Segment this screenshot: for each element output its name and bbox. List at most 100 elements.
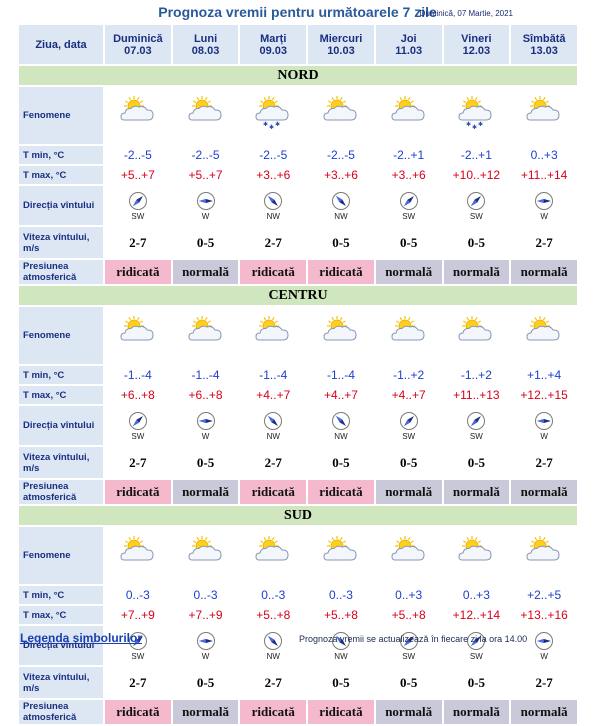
wind-direction-cell: SW (105, 186, 171, 225)
pressure-value: normală (511, 700, 577, 724)
day-date: 13.03 (530, 44, 558, 57)
weather-icon-cell (511, 87, 577, 144)
tmin-value: -2..-5 (123, 148, 152, 162)
wind-compass-icon (240, 191, 306, 211)
wind-direction-cell: NW (240, 406, 306, 445)
wind-direction-text: SW (131, 651, 145, 661)
wind-direction-cell: NW (240, 626, 306, 665)
wind-direction-text: SW (402, 651, 416, 661)
wind-direction-text: W (540, 651, 548, 661)
wind-speed-value: 0-5 (196, 234, 215, 250)
wind-compass-icon (173, 411, 239, 431)
wind-direction-cell: SW (376, 626, 442, 665)
wind-direction-row: Direcția vîntului SW W NW NW SW SW W (19, 406, 577, 445)
svg-text:✱: ✱ (466, 121, 471, 128)
wind-direction-text: SW (131, 431, 145, 441)
day-header: Vineri 12.03 (443, 25, 510, 64)
wind-direction-text: NW (334, 211, 348, 221)
weather-icon-cell: ✱ ✱ ✱ (443, 87, 510, 144)
weather-icon-cell (172, 87, 239, 144)
partly-cloudy-icon (524, 536, 564, 575)
pressure-value: normală (443, 700, 510, 724)
tmin-value: +1..+4 (527, 368, 562, 382)
wind-direction-cell: SW (444, 406, 510, 445)
pressure-row: Presiunea atmosferică ridicată normală ridi… (19, 260, 577, 284)
tmin-value: -2..+1 (460, 148, 492, 162)
day-name: Marți (260, 32, 287, 45)
day-date: 10.03 (327, 44, 355, 57)
wind-speed-value: 0-5 (467, 674, 486, 690)
wind-direction-cell: SW (105, 406, 171, 445)
wind-direction-text: NW (266, 211, 280, 221)
tmin-value: -1..-4 (191, 368, 220, 382)
pressure-value: normală (375, 700, 442, 724)
tmin-value: +2..+5 (527, 588, 562, 602)
day-name: Luni (193, 32, 218, 45)
wind-compass-icon (308, 191, 374, 211)
header-row: Ziua, data Duminică 07.03 Luni 08.03 Marți 09.… (19, 25, 577, 64)
weather-icon-cell (511, 307, 577, 364)
tmax-value: +3..+6 (391, 168, 426, 182)
row-label-phenomena: Fenomene (19, 527, 103, 584)
wind-compass-icon (240, 631, 306, 651)
wind-direction-cell: SW (376, 186, 442, 225)
page-title: Prognoza vremii pentru următoarele 7 zil… (158, 4, 437, 20)
weather-icon-cell (308, 307, 374, 364)
wind-speed-value: 0-5 (196, 454, 215, 470)
wind-direction-text: W (201, 211, 210, 221)
tmax-row: T max, °C +6..+8 +6..+8 +4..+7 +4..+7 +4..+7 +… (19, 386, 577, 404)
col-header-date-label: Ziua, data (19, 25, 103, 64)
pressure-row: Presiunea atmosferică ridicată normală ridi… (19, 480, 577, 504)
pressure-value: ridicată (105, 480, 171, 504)
row-label-phenomena: Fenomene (19, 87, 103, 144)
pressure-value: ridicată (308, 700, 374, 724)
tmin-value: -2..+1 (393, 148, 425, 162)
tmin-row: T min, °C -1..-4 -1..-4 -1..-4 -1..-4 -1..+2 -… (19, 366, 577, 384)
wind-direction-text: NW (266, 431, 280, 441)
wind-direction-text: W (540, 211, 548, 221)
wind-compass-icon (240, 411, 306, 431)
wind-direction-cell: W (511, 626, 577, 665)
wind-direction-cell: NW (308, 626, 374, 665)
wind-speed-value: 0-5 (399, 454, 418, 470)
region-row: SUD (19, 506, 577, 525)
wind-direction-text: W (201, 651, 210, 661)
tmin-row: T min, °C -2..-5 -2..-5 -2..-5 -2..-5 -2..+1 -… (19, 146, 577, 164)
partly-cloudy-icon (186, 316, 226, 355)
legend-link[interactable]: Legenda simbolurilor (20, 631, 143, 645)
pressure-value: normală (511, 480, 577, 504)
tmax-value: +5..+8 (256, 608, 291, 622)
weather-icon-cell (375, 527, 442, 584)
weather-icon-cell (105, 527, 171, 584)
wind-speed-value: 0-5 (467, 454, 486, 470)
wind-speed-value: 2-7 (129, 674, 147, 690)
weather-icon-cell (172, 307, 239, 364)
partly-cloudy-icon (456, 536, 496, 575)
wind-direction-text: SW (469, 431, 483, 441)
row-label-wind-direction: Direcția vîntului (19, 406, 103, 445)
wind-direction-text: NW (334, 651, 348, 661)
tmax-value: +5..+7 (120, 168, 155, 182)
tmax-value: +5..+8 (391, 608, 426, 622)
tmax-row: T max, °C +5..+7 +5..+7 +3..+6 +3..+6 +3..+6 +… (19, 166, 577, 184)
tmax-value: +4..+7 (256, 388, 291, 402)
day-date: 09.03 (259, 44, 288, 57)
pressure-value: normală (172, 480, 239, 504)
wind-compass-icon (308, 631, 374, 651)
svg-text:✱: ✱ (478, 121, 483, 128)
wind-compass-icon (444, 411, 510, 431)
wind-speed-value: 0-5 (467, 234, 486, 250)
partly-cloudy-icon (389, 536, 429, 575)
day-name: Vineri (461, 32, 492, 45)
wind-compass-icon (308, 411, 374, 431)
partly-cloudy-icon (253, 316, 293, 355)
wind-direction-text: NW (334, 431, 348, 441)
pressure-row: Presiunea atmosferică ridicată normală ridi… (19, 700, 577, 724)
pressure-value: ridicată (240, 260, 307, 284)
tmin-value: 0..-3 (193, 588, 218, 602)
pressure-value: normală (375, 480, 442, 504)
partly-cloudy-icon (524, 316, 564, 355)
update-note: Prognoza vremii se actualizează în fieca… (299, 634, 528, 644)
partly-cloudy-icon (118, 536, 158, 575)
tmin-row: T min, °C 0..-3 0..-3 0..-3 0..-3 0..+3 0..+3 +… (19, 586, 577, 604)
